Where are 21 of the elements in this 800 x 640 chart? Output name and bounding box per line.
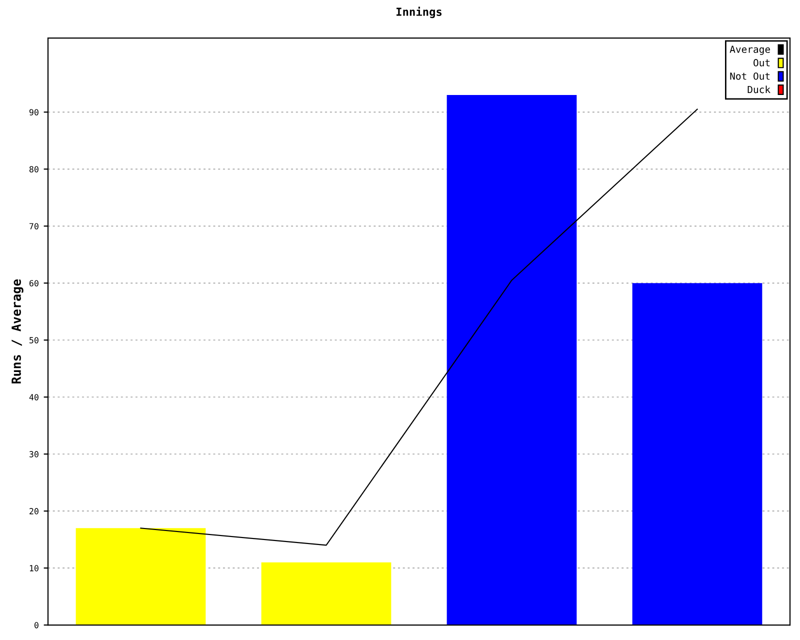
y-tick-label: 20 [30, 508, 38, 514]
y-tick-label: 90 [29, 109, 38, 116]
legend-label: Not Out [730, 72, 770, 80]
y-axis-title: Runs / Average [12, 279, 24, 384]
y-tick-label: 40 [29, 394, 38, 400]
y-tick-label: 0 [34, 622, 38, 628]
chart-title: Innings [396, 6, 442, 18]
y-tick-label: 60 [29, 280, 38, 286]
bar [76, 528, 206, 626]
legend-label: Average [730, 46, 770, 55]
bar [446, 95, 577, 626]
y-tick-label: 50 [30, 337, 38, 344]
y-tick-label: 80 [29, 166, 38, 172]
line-series [140, 108, 698, 546]
bar [632, 283, 762, 626]
legend-label: Out [754, 59, 770, 66]
y-tick-label: 30 [29, 451, 38, 458]
bar [261, 562, 392, 626]
legend-label: Duck [748, 86, 770, 94]
y-tick-label: 70 [30, 223, 38, 230]
y-tick-label: 10 [30, 565, 38, 572]
